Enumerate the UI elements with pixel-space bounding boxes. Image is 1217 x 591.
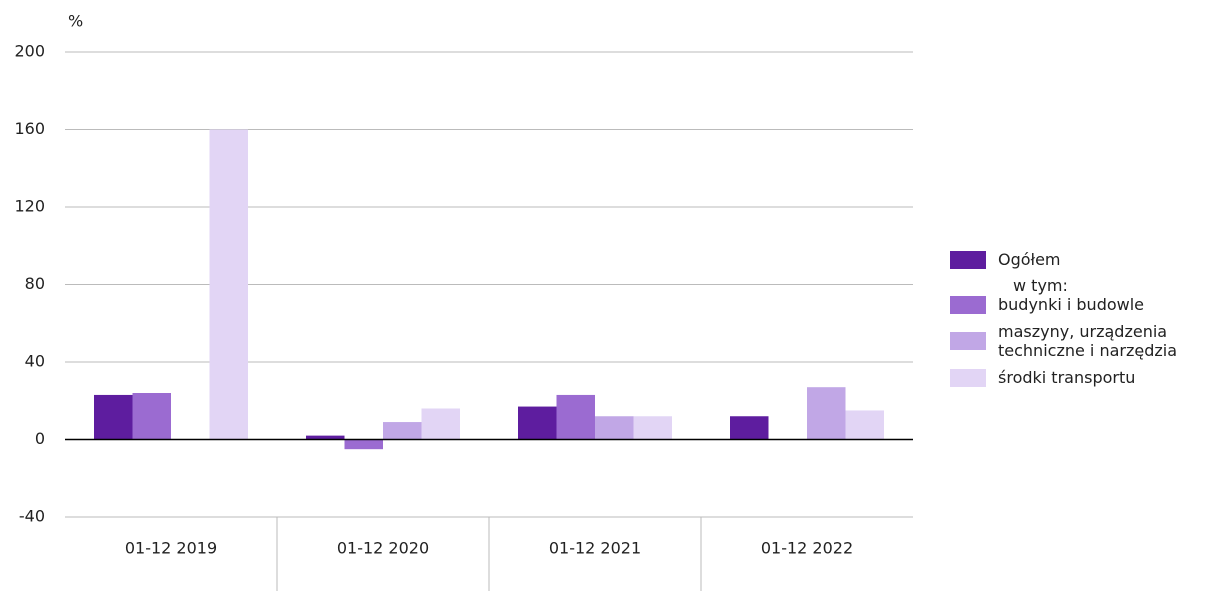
bar xyxy=(94,394,133,440)
bar xyxy=(421,408,460,440)
bar xyxy=(807,387,846,440)
bar xyxy=(518,406,557,440)
bar xyxy=(595,416,634,440)
y-tick-label: 40 xyxy=(25,352,45,371)
legend-item: Ogółem xyxy=(950,250,1215,269)
legend-swatch xyxy=(950,368,986,387)
legend-item: maszyny, urządzenia techniczne i narzędz… xyxy=(950,322,1215,360)
y-tick-label: 120 xyxy=(14,197,45,216)
bar xyxy=(845,410,884,440)
legend-note: w tym: xyxy=(1013,276,1068,295)
y-axis-unit: % xyxy=(68,12,83,31)
legend-label: maszyny, urządzenia techniczne i narzędz… xyxy=(998,322,1178,360)
bar xyxy=(209,129,248,440)
bar xyxy=(633,416,672,440)
y-tick-label: 0 xyxy=(35,429,45,448)
y-tick-label: -40 xyxy=(19,507,45,526)
legend-label: środki transportu xyxy=(998,368,1136,387)
legend-swatch xyxy=(950,295,986,314)
legend-swatch xyxy=(950,250,986,269)
x-tick-label: 01-12 2020 xyxy=(337,539,429,558)
legend-label: budynki i budowle xyxy=(998,295,1145,314)
bar xyxy=(383,422,422,440)
y-tick-label: 80 xyxy=(25,274,45,293)
bar xyxy=(730,416,769,440)
x-tick-label: 01-12 2019 xyxy=(125,539,217,558)
y-tick-label: 200 xyxy=(14,42,45,61)
x-tick-label: 01-12 2022 xyxy=(761,539,853,558)
bar xyxy=(306,435,345,440)
legend-item: budynki i budowle xyxy=(950,295,1215,314)
legend-swatch xyxy=(950,332,986,350)
legend-label: Ogółem xyxy=(998,250,1061,269)
legend: Ogółem w tym: budynki i budowle maszyny, ur… xyxy=(950,250,1215,395)
bar xyxy=(132,393,171,440)
bar xyxy=(556,394,595,440)
bar xyxy=(344,439,383,450)
y-tick-label: 160 xyxy=(14,119,45,138)
x-tick-label: 01-12 2021 xyxy=(549,539,641,558)
legend-item: środki transportu xyxy=(950,368,1215,387)
